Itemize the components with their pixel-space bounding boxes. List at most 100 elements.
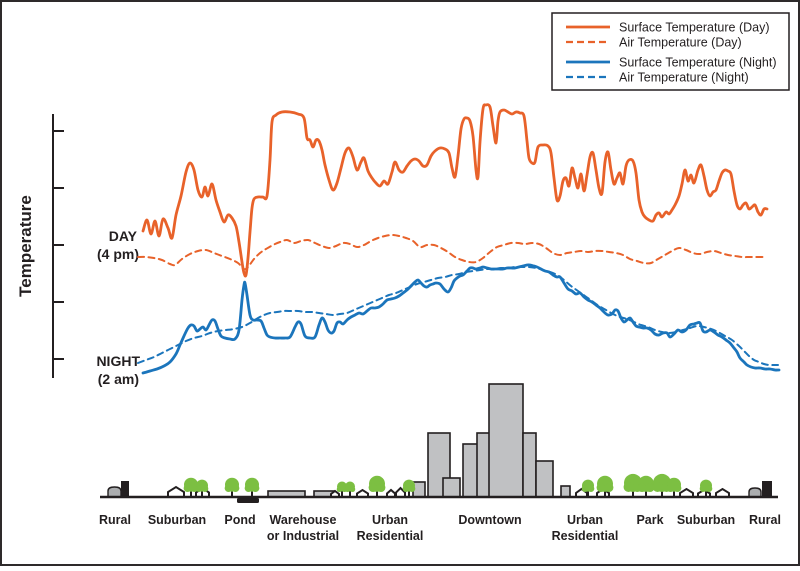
tree-trunk: [604, 490, 606, 497]
tree: [637, 475, 655, 497]
x-category-label: Suburban: [148, 513, 206, 527]
legend-items: Surface Temperature (Day)Air Temperature…: [566, 21, 776, 85]
tree-trunk: [673, 490, 675, 497]
building: [535, 460, 554, 498]
tree-trunk: [587, 490, 589, 497]
x-category-label: Pond: [224, 513, 255, 527]
legend-item-label: Air Temperature (Night): [619, 71, 749, 85]
tree-trunk: [201, 490, 203, 497]
surface-temperature-night-line: [141, 263, 781, 375]
x-category-label: Warehouse: [270, 513, 337, 527]
tree-crown: [244, 484, 253, 492]
air-temperature-day-line: [137, 234, 764, 271]
tree-crown: [402, 485, 410, 493]
x-category-warehouse-or-industrial: Warehouse or Industrial: [267, 513, 339, 543]
building: [522, 432, 537, 498]
black-building: [762, 481, 772, 497]
x-category-downtown: Downtown: [458, 513, 521, 527]
tree-crown: [699, 485, 707, 493]
y-axis: Temperature: [16, 114, 64, 378]
tree-crown: [645, 483, 655, 492]
legend-item: Surface Temperature (Night): [566, 56, 776, 70]
tree-trunk: [705, 490, 707, 497]
x-category-label: Park: [636, 513, 663, 527]
building: [488, 383, 524, 498]
tree: [596, 475, 614, 497]
legend: Surface Temperature (Day)Air Temperature…: [551, 12, 790, 91]
tree-trunk: [632, 490, 634, 497]
legend-item-label: Surface Temperature (Night): [619, 56, 776, 70]
tree: [244, 477, 260, 497]
x-category-urban-residential: Urban Residential: [552, 513, 619, 543]
tree-trunk: [341, 490, 343, 497]
tree-crown: [368, 483, 378, 492]
tree-crown: [349, 486, 356, 492]
tree: [666, 477, 682, 497]
tree: [581, 479, 595, 497]
tree-crown: [596, 483, 606, 492]
x-category-rural: Rural: [749, 513, 781, 527]
night-label: NIGHT: [96, 353, 140, 369]
tree-crown: [623, 482, 634, 492]
legend-item-label: Surface Temperature (Day): [619, 21, 770, 35]
tree-trunk: [661, 490, 663, 497]
building: [442, 477, 461, 498]
day-annotation: DAY (4 pm): [97, 228, 139, 262]
x-category-suburban: Suburban: [677, 513, 735, 527]
tree-trunk: [408, 490, 410, 497]
x-category-urban-residential: Urban Residential: [357, 513, 424, 543]
tree-crown: [224, 484, 233, 492]
x-category-pond: Pond: [224, 513, 255, 527]
tree: [368, 475, 386, 497]
temperature-curves: [137, 103, 781, 375]
x-category-label: Residential: [552, 529, 619, 543]
tree-trunk: [376, 490, 378, 497]
y-axis-title: Temperature: [16, 195, 35, 297]
tree-crown: [637, 483, 647, 492]
legend-item-label: Air Temperature (Day): [619, 36, 742, 50]
tree-trunk: [231, 490, 233, 497]
tree-crown: [587, 485, 595, 493]
tree: [402, 479, 416, 497]
tree-crown: [581, 485, 589, 493]
y-axis-ticks: [53, 130, 64, 360]
x-category-label: Downtown: [458, 513, 521, 527]
black-building: [121, 481, 129, 497]
tree-crown: [652, 482, 663, 492]
x-category-label: Rural: [99, 513, 131, 527]
tree-trunk: [645, 490, 647, 497]
tree-crown: [183, 484, 192, 492]
tree-trunk: [251, 490, 253, 497]
tree-crown: [195, 485, 203, 493]
night-annotation: NIGHT (2 am): [96, 353, 140, 387]
silo: [107, 486, 122, 498]
tree-crown: [231, 484, 240, 492]
tree-crown: [344, 486, 351, 492]
tree-crown: [673, 484, 682, 492]
tree-crown: [376, 483, 386, 492]
tree-trunk: [349, 490, 351, 497]
silo: [748, 487, 762, 498]
x-axis-labels: Rural Suburban Pond Warehouse or Industrial U…: [99, 513, 781, 543]
tree-crown: [408, 485, 416, 493]
night-time-label: (2 am): [98, 371, 139, 387]
x-category-label: Urban: [567, 513, 603, 527]
x-category-label: Rural: [749, 513, 781, 527]
x-category-label: Suburban: [677, 513, 735, 527]
x-category-label: Urban: [372, 513, 408, 527]
pond-water: [237, 498, 259, 503]
x-category-park: Park: [636, 513, 663, 527]
tree: [224, 477, 240, 497]
city-skyline-illustration: [100, 383, 778, 503]
legend-item: Air Temperature (Day): [566, 36, 742, 50]
legend-item: Air Temperature (Night): [566, 71, 749, 85]
x-category-rural: Rural: [99, 513, 131, 527]
tree-crown: [666, 484, 675, 492]
tree-crown: [336, 486, 343, 492]
tree-crown: [705, 485, 713, 493]
tree-crown: [201, 485, 209, 493]
tree-crown: [604, 483, 614, 492]
day-label: DAY: [109, 228, 138, 244]
